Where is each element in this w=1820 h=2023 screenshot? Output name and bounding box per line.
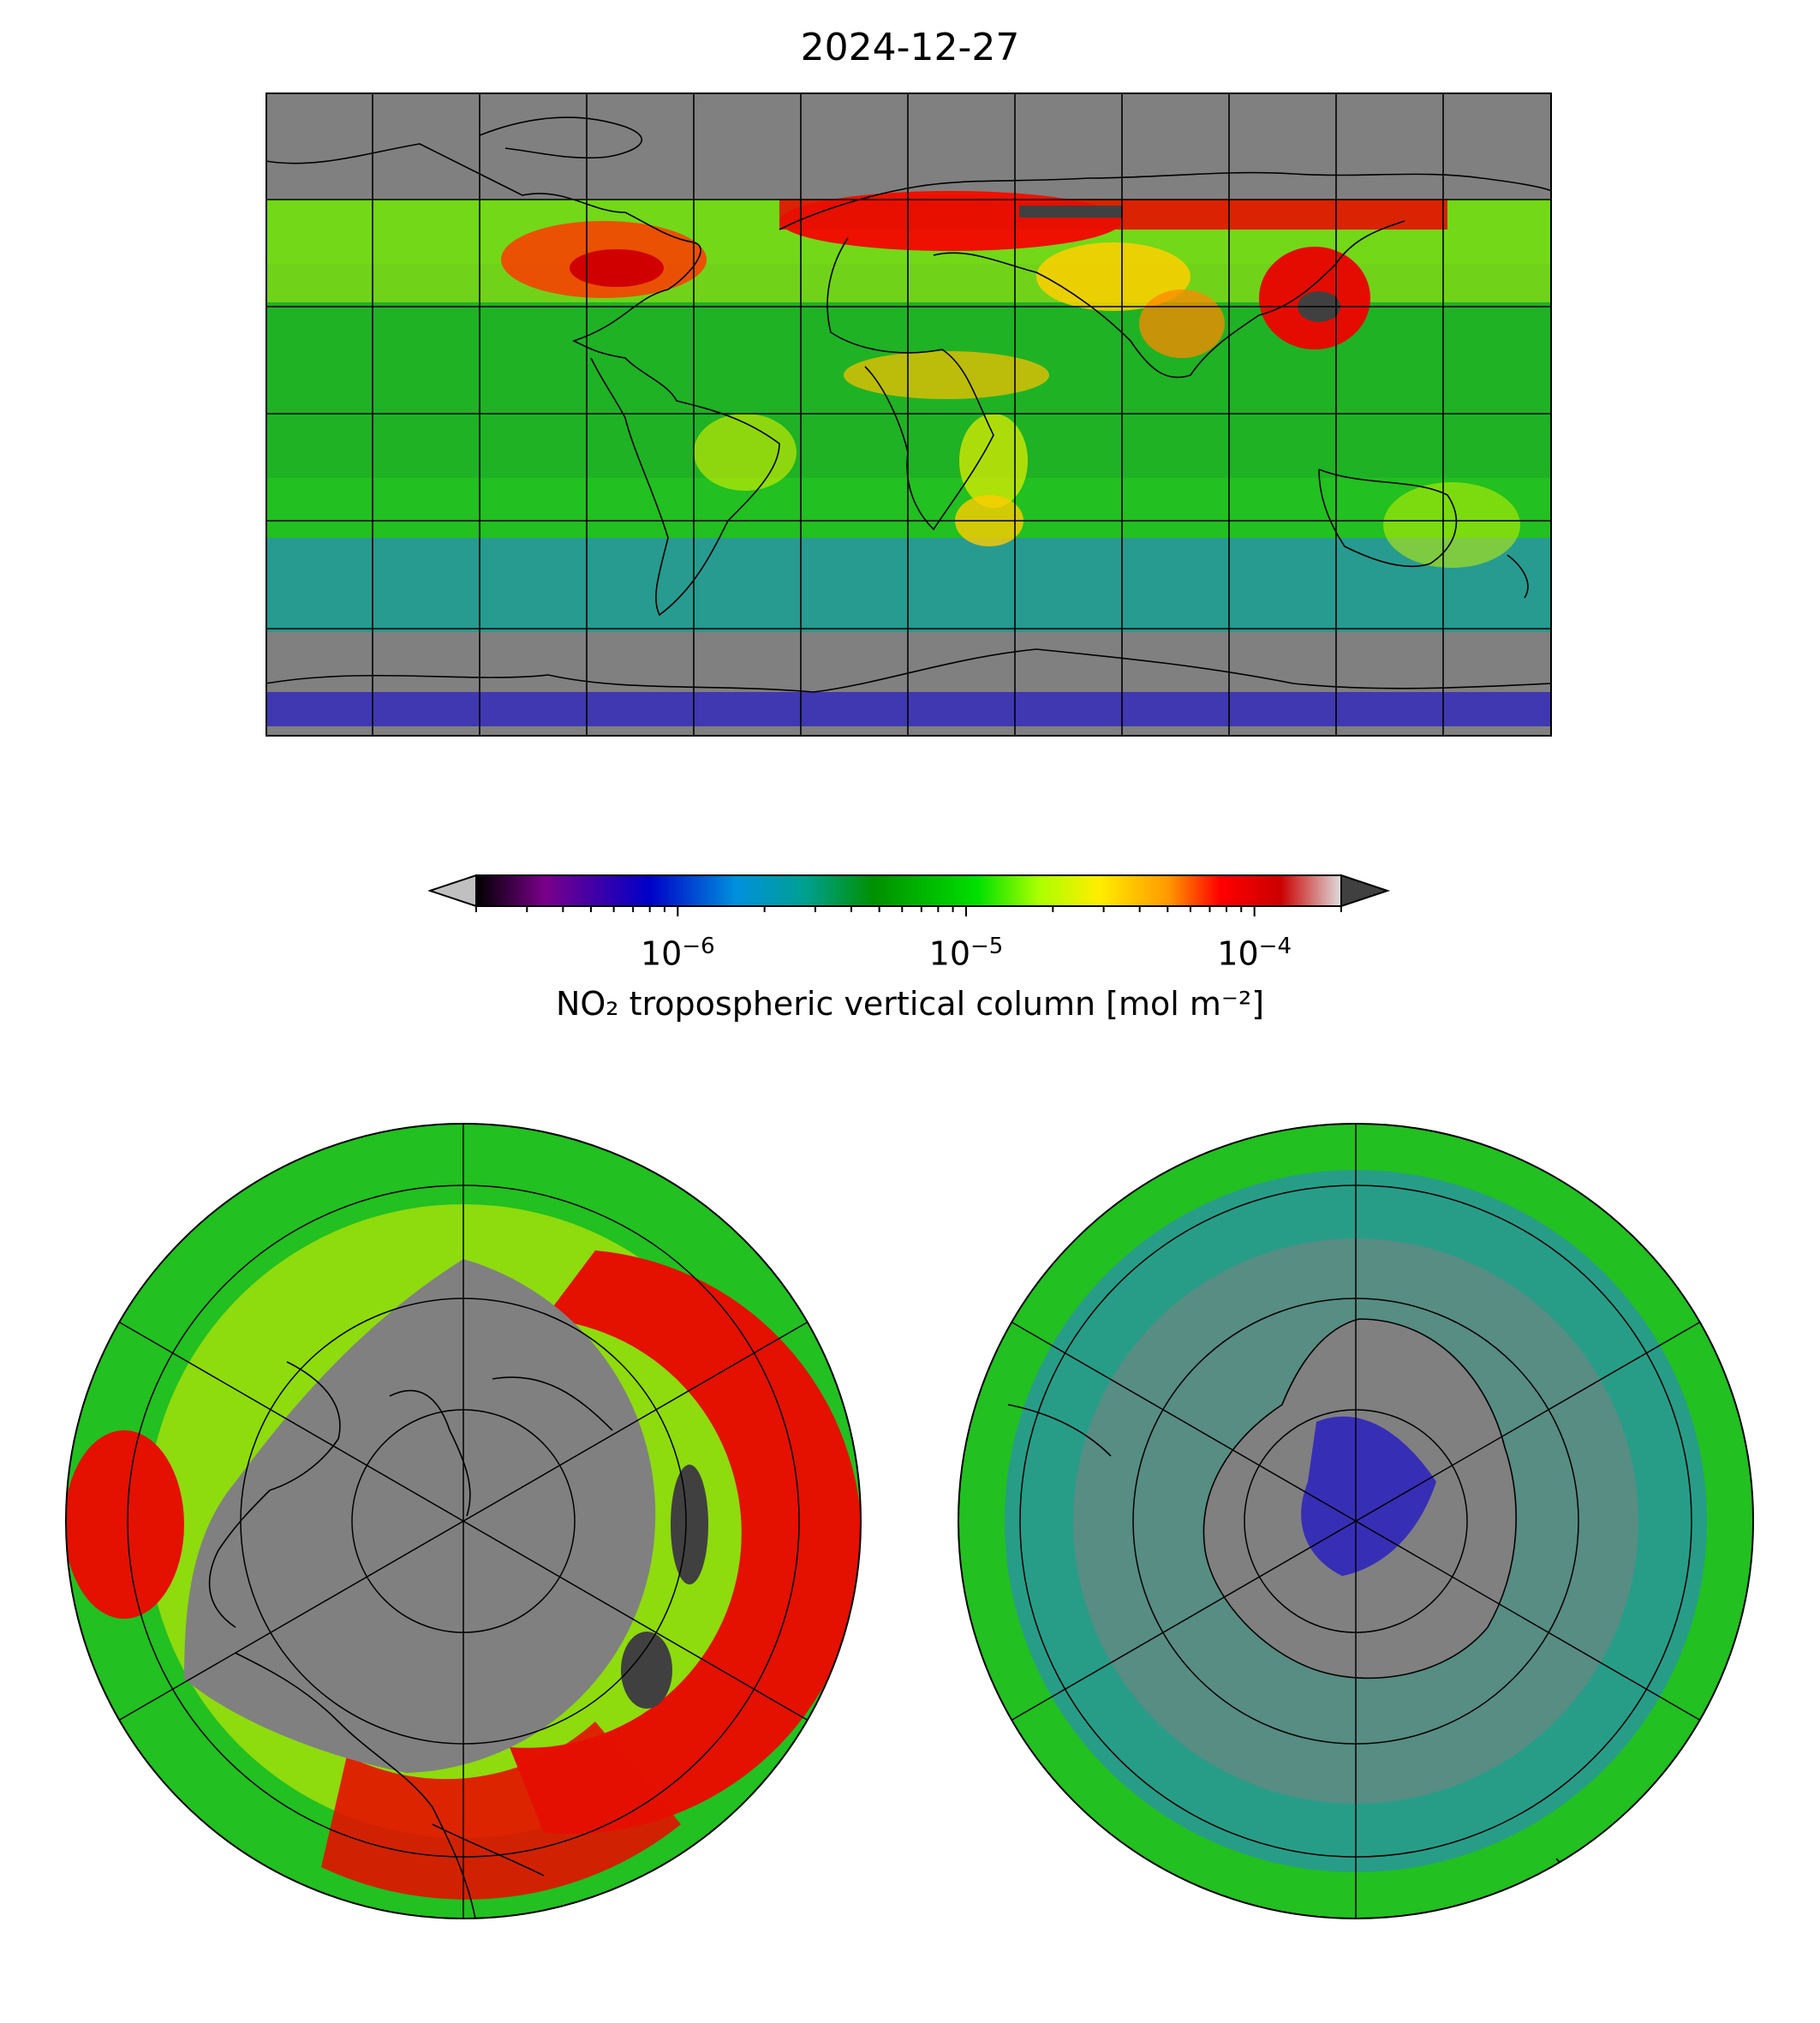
north-frame <box>65 1123 862 1919</box>
hotspot-middle-east <box>1036 242 1190 311</box>
hotspot-south-america <box>694 414 797 491</box>
south-polar-map <box>958 1123 1754 1919</box>
hotspot-australia <box>1383 482 1520 568</box>
saturated-eurasia <box>1019 206 1122 218</box>
south-graticule <box>1010 1124 1702 1919</box>
colorbar-tick-label: 10−6 <box>640 934 715 973</box>
coastlines <box>266 116 1552 693</box>
colorbar-gradient <box>475 874 1342 907</box>
north-polar-map <box>65 1123 862 1919</box>
colorbar-over-extension <box>1340 874 1391 908</box>
colorbar <box>428 874 1391 916</box>
hotspot-north-america-core <box>570 249 664 287</box>
hotspot-sahel <box>844 351 1049 399</box>
colorbar-tick-label: 10−5 <box>928 934 1004 973</box>
north-hotspot-west <box>66 1430 184 1619</box>
colorbar-ticks <box>475 906 1342 916</box>
hotspot-india <box>1139 289 1225 358</box>
south-low-values <box>1301 1416 1436 1576</box>
north-nodata-cap <box>184 1259 656 1773</box>
colorbar-label: NO₂ tropospheric vertical column [mol m⁻… <box>555 985 1265 1023</box>
north-graticule <box>117 1124 809 1919</box>
figure-title: 2024-12-27 <box>800 26 1020 69</box>
north-ring-red-east <box>510 1250 861 1835</box>
antarctic-low-values <box>266 692 1552 726</box>
north-saturated-2 <box>621 1632 672 1709</box>
north-saturated-1 <box>671 1465 708 1584</box>
no2-field-southern-ocean <box>266 538 1552 632</box>
south-frame <box>958 1123 1754 1919</box>
hotspot-central-africa <box>959 414 1028 508</box>
colorbar-tick-label: 10−4 <box>1217 934 1292 973</box>
colorbar-under-extension <box>428 874 477 908</box>
map-frame <box>266 92 1552 737</box>
global-map <box>266 92 1552 737</box>
graticule <box>266 92 1552 737</box>
north-ring-red-south <box>321 1722 681 1900</box>
